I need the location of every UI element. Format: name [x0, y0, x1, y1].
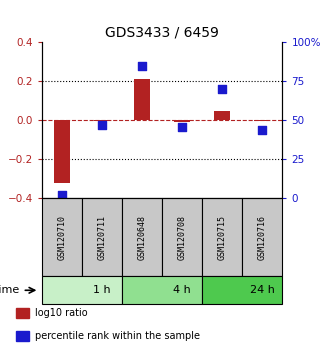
- Point: [260, 127, 265, 132]
- Bar: [202, 276, 282, 304]
- Text: GSM120715: GSM120715: [218, 215, 227, 260]
- Text: GSM120711: GSM120711: [97, 215, 107, 260]
- Bar: [214, 110, 230, 120]
- Text: GSM120710: GSM120710: [57, 215, 66, 260]
- Bar: [242, 198, 282, 276]
- Bar: [122, 198, 162, 276]
- Bar: [94, 120, 110, 121]
- Bar: [122, 276, 202, 304]
- Point: [59, 192, 64, 198]
- Bar: [42, 276, 122, 304]
- Bar: [82, 198, 122, 276]
- Bar: [162, 198, 202, 276]
- Bar: [202, 198, 242, 276]
- Point: [140, 63, 145, 69]
- Bar: [16, 308, 29, 318]
- Point: [180, 124, 185, 130]
- Bar: [254, 120, 270, 121]
- Text: 1 h: 1 h: [93, 285, 111, 295]
- Text: GSM120716: GSM120716: [258, 215, 267, 260]
- Text: 24 h: 24 h: [250, 285, 275, 295]
- Point: [100, 122, 105, 128]
- Text: log10 ratio: log10 ratio: [35, 308, 88, 318]
- Text: time: time: [0, 285, 20, 295]
- Text: 4 h: 4 h: [173, 285, 191, 295]
- Point: [220, 86, 225, 92]
- Bar: [42, 198, 82, 276]
- Bar: [54, 120, 70, 183]
- Text: GSM120708: GSM120708: [178, 215, 187, 260]
- Text: percentile rank within the sample: percentile rank within the sample: [35, 331, 200, 341]
- Bar: [16, 331, 29, 341]
- Bar: [134, 80, 150, 120]
- Title: GDS3433 / 6459: GDS3433 / 6459: [105, 26, 219, 40]
- Text: GSM120648: GSM120648: [137, 215, 147, 260]
- Bar: [174, 120, 190, 122]
